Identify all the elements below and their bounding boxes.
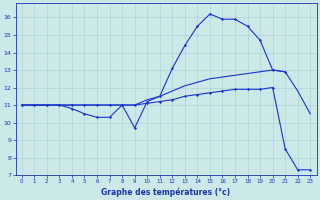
- X-axis label: Graphe des températures (°c): Graphe des températures (°c): [101, 187, 231, 197]
